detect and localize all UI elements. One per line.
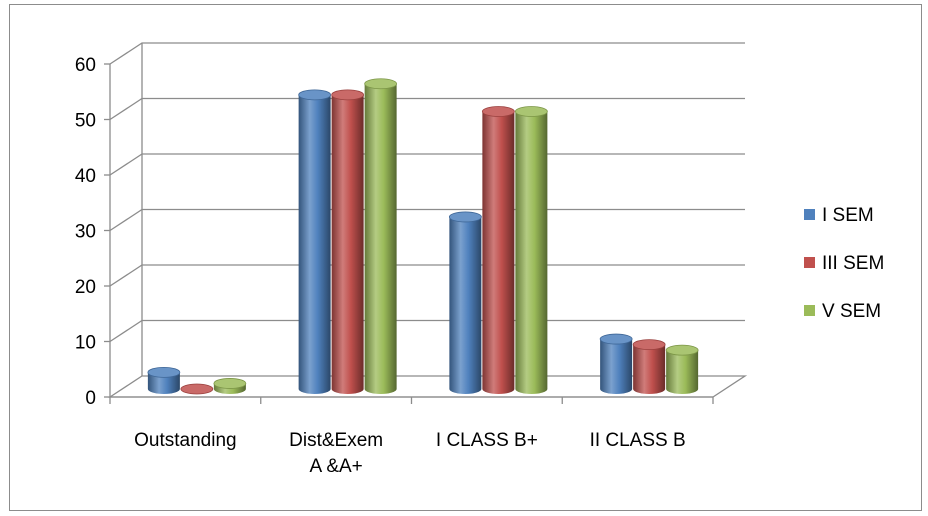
y-tick-label: 60 [75, 55, 96, 76]
bar-body [600, 339, 633, 394]
bar-top [481, 106, 515, 117]
bar-body [633, 344, 666, 394]
gridline [109, 42, 745, 65]
legend-item: III SEM [804, 253, 884, 274]
bar [298, 89, 332, 394]
bar-top [298, 89, 332, 101]
legend-item: I SEM [804, 205, 874, 226]
gridline [109, 153, 745, 176]
x-category-label: I CLASS B+ [436, 430, 538, 451]
bar-body [482, 111, 515, 394]
bar-body [449, 216, 482, 394]
x-axis: Outstanding Dist&Exem A &A+ I CLASS B+ II CL… [109, 396, 714, 477]
bars [147, 78, 699, 395]
bar-top [665, 344, 699, 356]
bar [213, 378, 247, 394]
bar-top [147, 366, 181, 378]
bar [331, 89, 365, 394]
bar [481, 106, 515, 394]
gridlines [109, 42, 745, 343]
bar-body [147, 372, 180, 394]
legend-swatch [804, 257, 815, 268]
bar [180, 383, 214, 395]
bar-top [599, 333, 633, 345]
legend-swatch [804, 209, 815, 220]
bar-top [632, 339, 666, 351]
bar-body [298, 94, 331, 394]
x-category-label: II CLASS B [590, 430, 686, 451]
legend-item: V SEM [804, 301, 881, 322]
bar [364, 78, 398, 394]
x-category-label: Dist&Exem A &A+ [289, 430, 383, 477]
legend-swatch [804, 305, 815, 316]
y-tick-label: 50 [75, 111, 96, 132]
y-tick-label: 0 [85, 388, 96, 409]
bar [665, 344, 699, 394]
bar-body [515, 111, 548, 394]
legend-label: V SEM [822, 301, 881, 322]
gridline [109, 208, 745, 232]
bar [147, 366, 181, 394]
bar [632, 339, 666, 394]
y-tick-label: 40 [75, 166, 96, 187]
bar [599, 333, 633, 394]
bar [448, 211, 482, 394]
bar-body [364, 83, 397, 394]
bar-body [666, 350, 699, 394]
bar-top [331, 89, 365, 101]
bar-body [331, 94, 364, 394]
gridline [109, 264, 745, 287]
bar [514, 106, 548, 394]
x-category-label: Outstanding [134, 430, 236, 451]
y-axis: 0 10 20 30 40 50 60 [75, 55, 110, 409]
bar-top [213, 378, 247, 389]
legend: I SEM III SEM V SEM [804, 205, 884, 322]
bar-top [448, 211, 482, 223]
gridline [109, 319, 745, 343]
legend-label: I SEM [822, 205, 874, 226]
bar-top [180, 383, 214, 395]
y-tick-label: 10 [75, 333, 96, 354]
y-tick-label: 30 [75, 222, 96, 243]
legend-label: III SEM [822, 253, 884, 274]
bar-top [364, 78, 398, 90]
bar-top [514, 106, 548, 117]
gridline [109, 97, 745, 121]
y-tick-label: 20 [75, 277, 96, 298]
